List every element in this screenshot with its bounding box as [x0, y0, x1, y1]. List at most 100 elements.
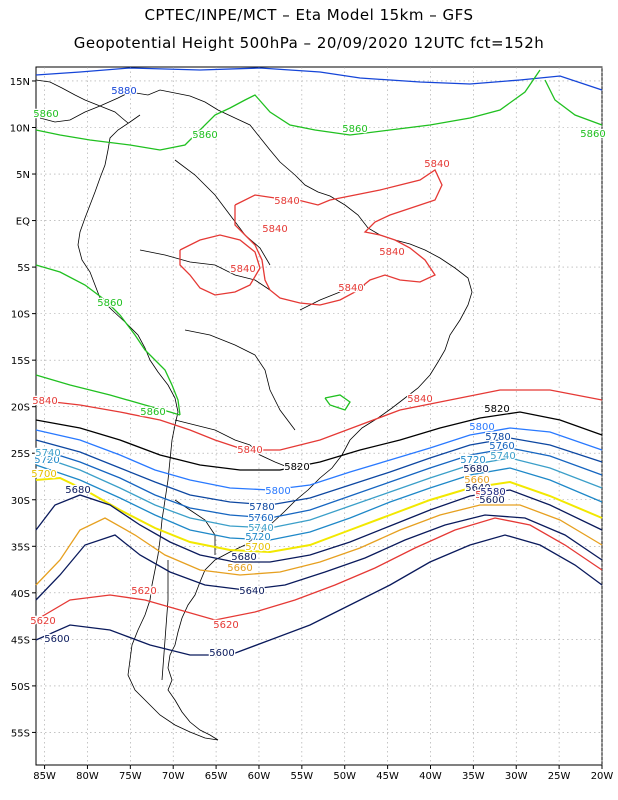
contour-label: 5860	[97, 298, 122, 309]
contour-label: 5720	[34, 455, 59, 466]
lat-label: 25S	[11, 449, 30, 460]
lat-label: 20S	[11, 403, 30, 414]
contour-label: 5640	[239, 586, 264, 597]
lat-label: 10N	[10, 123, 30, 134]
lat-label: 50S	[11, 682, 30, 693]
map-frame	[35, 66, 603, 766]
lon-label: 80W	[76, 771, 99, 782]
contour-5780	[35, 437, 603, 506]
border-1	[174, 159, 271, 266]
contour-label: 5620	[213, 620, 238, 631]
lon-label: 35W	[462, 771, 485, 782]
contour-5840-lower	[35, 389, 603, 451]
contour-5880	[35, 67, 603, 91]
lat-label: 15N	[10, 77, 30, 88]
graticule	[36, 67, 603, 765]
contour-label: 5620	[131, 586, 156, 597]
contour-5840-amazon	[234, 169, 443, 306]
axis-ticks	[32, 80, 603, 769]
lat-label: 45S	[11, 635, 30, 646]
contour-label: 5860	[140, 407, 165, 418]
contour-label: 5680	[463, 464, 488, 475]
contour-labels: 5880 5860 5860 5860 5860 5860 5860 5840 5840 5840…	[29, 85, 607, 661]
contour-5860-loop	[324, 394, 351, 411]
contour-label: 5860	[580, 129, 605, 140]
contour-label: 5800	[469, 422, 494, 433]
contour-label: 5860	[342, 124, 367, 135]
chart-title-line2: Geopotential Height 500hPa – 20/09/2020 …	[73, 34, 545, 52]
lon-label: 50W	[333, 771, 356, 782]
contour-label: 5780	[249, 502, 274, 513]
contour-5800	[35, 427, 603, 491]
contour-label: 5660	[227, 563, 252, 574]
border-3	[184, 329, 296, 431]
contour-label: 5840	[407, 394, 432, 405]
lon-label: 55W	[291, 771, 314, 782]
contour-label: 5720	[245, 532, 270, 543]
contour-5860-ne	[544, 79, 603, 126]
contour-label: 5680	[65, 485, 90, 496]
lat-label: 40S	[11, 589, 30, 600]
contour-5700	[35, 476, 603, 554]
contour-5760	[35, 447, 603, 519]
contour-label: 5720	[460, 455, 485, 466]
contour-label: 5860	[192, 130, 217, 141]
contour-label: 5860	[33, 109, 58, 120]
contour-label: 5740	[35, 448, 60, 459]
south-america-coast	[39, 89, 473, 741]
contour-label: 5840	[230, 264, 255, 275]
contour-5660	[35, 504, 603, 586]
contour-label: 5620	[30, 616, 55, 627]
contour-label: 5840	[338, 283, 363, 294]
lon-label: 60W	[248, 771, 271, 782]
lat-label: 5N	[16, 170, 30, 181]
lat-label: 5S	[17, 263, 30, 274]
contour-label: 5840	[379, 247, 404, 258]
contour-label: 5660	[464, 475, 489, 486]
contour-label: 5600	[479, 495, 504, 506]
contour-lines	[35, 67, 603, 656]
contour-label: 5840	[262, 224, 287, 235]
contour-label: 5740	[490, 451, 515, 462]
lat-label: 15S	[11, 356, 30, 367]
lat-label: EQ	[16, 217, 30, 228]
contour-label: 5800	[265, 486, 290, 497]
contour-label: 5680	[231, 552, 256, 563]
contour-5860-sw	[35, 374, 181, 416]
contour-5820	[35, 411, 603, 471]
contour-label: 5700	[245, 542, 270, 553]
contour-label: 5880	[111, 86, 136, 97]
coastline-south-america	[35, 79, 473, 741]
contour-5860-west	[35, 264, 181, 416]
contour-5640	[35, 514, 603, 601]
contour-5860-north	[35, 69, 541, 151]
contour-5600	[35, 534, 603, 656]
contour-label: 5600	[44, 634, 69, 645]
chart-title-line1: CPTEC/INPE/MCT – Eta Model 15km – GFS	[144, 6, 474, 24]
contour-label: 5620	[475, 490, 500, 501]
lat-label: 55S	[11, 728, 30, 739]
contour-label: 5840	[237, 445, 262, 456]
contour-label: 5760	[489, 441, 514, 452]
south-america-west-coast	[77, 114, 219, 741]
lon-label: 75W	[119, 771, 142, 782]
central-america-coast	[35, 79, 129, 124]
lat-label: 35S	[11, 542, 30, 553]
contour-5840-inner	[179, 234, 261, 296]
lon-label: 85W	[33, 771, 56, 782]
latitude-labels: 15N 10N 5N EQ 5S 10S 15S 20S 25S 30S 35S 40S 45S 50S 5…	[10, 77, 30, 739]
lon-label: 45W	[376, 771, 399, 782]
contour-5740	[35, 454, 603, 529]
lat-label: 30S	[11, 496, 30, 507]
contour-label: 5780	[485, 432, 510, 443]
lon-label: 20W	[591, 771, 614, 782]
lon-label: 40W	[419, 771, 442, 782]
lat-label: 10S	[11, 310, 30, 321]
contour-5720	[35, 464, 603, 541]
contour-label: 5820	[484, 404, 509, 415]
lon-label: 30W	[505, 771, 528, 782]
border-7	[161, 560, 169, 681]
border-8	[299, 284, 366, 311]
lon-label: 70W	[162, 771, 185, 782]
